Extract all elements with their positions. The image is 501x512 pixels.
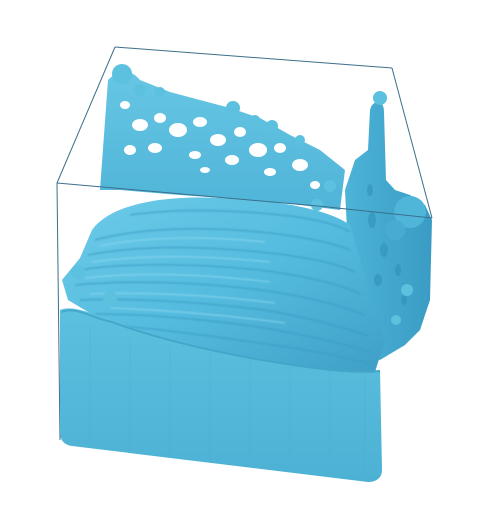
fluid-top-surface (62, 197, 385, 372)
bounding-box-front-edges (56, 182, 433, 219)
fluid-front-face (60, 308, 382, 482)
fluid-back-wall (100, 64, 345, 211)
bounding-box-outline (56, 46, 433, 441)
